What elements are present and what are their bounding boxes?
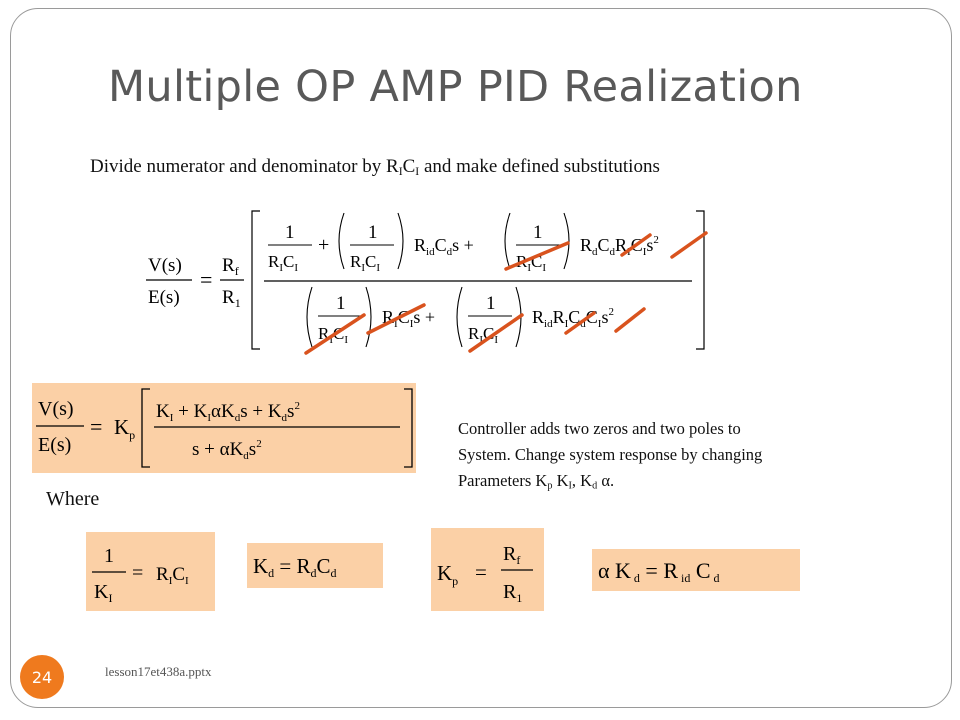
svg-text:1: 1 [368,222,378,243]
svg-text:RICI: RICI [350,252,380,274]
result-equation: V(s) E(s) = Kp KI + KIαKds + Kds2 s + αK… [36,388,413,468]
svg-text:s + αKds2: s + αKds2 [192,438,262,462]
svg-text:Kd = RdCd: Kd = RdCd [253,554,337,580]
def-alpha-equation: α K d = R id C d [598,558,720,585]
svg-text:Kp: Kp [437,561,458,588]
svg-text:α K d = R id C d: α K d = R id C d [598,558,720,585]
svg-text:=: = [200,267,212,292]
slide-frame [10,8,952,708]
svg-text:V(s): V(s) [148,255,182,276]
def-ki-equation: 1 KI = RICI [92,545,189,605]
svg-text:RICI: RICI [468,324,498,346]
svg-text:=: = [90,414,102,439]
svg-text:E(s): E(s) [38,434,71,456]
svg-text:E(s): E(s) [148,287,180,308]
svg-text:Rf: Rf [222,255,239,278]
def-kp-equation: Kp = Rf R1 [437,543,533,605]
page-number-badge: 24 [20,655,64,699]
intro-text: Divide numerator and denominator by RICI… [90,156,660,178]
svg-text:1: 1 [104,545,114,567]
svg-text:+: + [318,234,329,256]
svg-text:1: 1 [533,222,543,243]
svg-text:V(s): V(s) [38,398,74,420]
svg-text:R1: R1 [503,581,522,605]
slide-title: Multiple OP AMP PID Realization [108,62,803,112]
footer-filename: lesson17et438a.pptx [105,664,212,679]
svg-text:Kp: Kp [114,415,135,442]
main-equation: V(s) E(s) = Rf R1 1 RICI + 1 RICI RidCds… [146,210,708,355]
svg-text:=: = [132,562,143,584]
svg-text:1: 1 [336,293,346,314]
def-alpha-box [592,549,800,591]
def-kd-equation: Kd = RdCd [253,554,337,580]
svg-text:RICI: RICI [156,564,189,587]
svg-text:RICI: RICI [268,252,298,274]
result-equation-box [32,383,416,473]
def-kd-box [247,543,383,588]
svg-text:RidCds +: RidCds + [414,235,474,258]
svg-text:KI + KIαKds + Kds2: KI + KIαKds + Kds2 [156,400,300,424]
svg-text:KI: KI [94,581,112,605]
controller-description: Controller adds two zeros and two poles … [458,419,763,492]
svg-text:RICI: RICI [516,252,546,274]
svg-text:RICIs +: RICIs + [382,307,435,330]
svg-text:R1: R1 [222,287,241,310]
where-label: Where [46,488,100,510]
svg-text:Rf: Rf [503,543,520,567]
svg-text:1: 1 [285,222,295,243]
svg-text:1: 1 [486,293,496,314]
svg-text:=: = [475,560,487,584]
